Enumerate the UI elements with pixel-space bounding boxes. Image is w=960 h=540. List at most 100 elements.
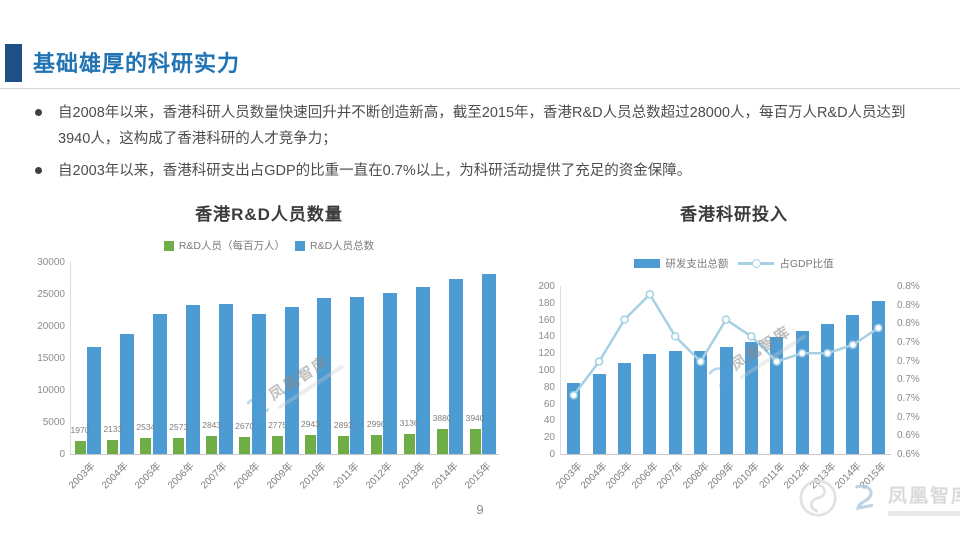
secondary-y-axis-tick-label: 0.8% <box>897 299 920 311</box>
line-marker-icon <box>569 390 578 400</box>
data-label: 2775 <box>268 420 287 431</box>
legend-label: 占GDP比值 <box>779 258 834 270</box>
line-marker-icon <box>645 290 655 299</box>
chart-title: 香港R&D人员数量 <box>195 205 343 224</box>
bar-rd-expenditure <box>795 330 809 454</box>
bar-rd-expenditure <box>871 301 885 454</box>
bar-rd-total <box>416 286 431 454</box>
bar-rd-per-million <box>403 433 415 454</box>
line-marker-icon <box>874 323 883 333</box>
data-label: 2843 <box>202 419 222 430</box>
line-marker-icon <box>594 357 604 366</box>
chart-rd-personnel: 香港R&D人员数量 R&D人员（每百万人） R&D人员总数 0 5000 10000… <box>28 192 510 504</box>
bar-rd-expenditure <box>617 363 631 454</box>
secondary-y-axis-tick-label: 0.6% <box>897 430 920 442</box>
bar-rd-expenditure <box>592 374 606 454</box>
y-axis-tick-label: 20 <box>543 432 555 444</box>
bar-rd-expenditure <box>719 347 733 454</box>
data-label: 3940 <box>465 412 485 423</box>
chart-legend: 研发支出总额 占GDP比值 <box>518 256 950 271</box>
y-axis-tick-label: 20000 <box>37 321 65 332</box>
bar-rd-expenditure <box>846 315 860 454</box>
y-axis-tick-label: 0 <box>549 449 555 460</box>
bar-rd-per-million <box>107 440 119 454</box>
bar-rd-total <box>449 279 464 454</box>
bar-rd-expenditure <box>821 323 835 454</box>
legend-swatch-green-icon <box>163 240 174 251</box>
legend-label: R&D人员总数 <box>310 240 375 252</box>
legend-item: 占GDP比值 <box>738 256 834 271</box>
y-axis-tick-label: 40 <box>543 415 555 427</box>
bar-rd-per-million <box>173 437 185 454</box>
data-label: 2133 <box>103 424 123 435</box>
line-marker-icon <box>797 348 807 358</box>
data-label: 3136 <box>399 417 419 428</box>
plot-area: 0 20 40 60 80 100 120 140 160 180 200 0.6% 0.6% 0.7% 0… <box>538 281 919 491</box>
bullet-list: 自2008年以来，香港科研人员数量快速回升并不断创造新高，截至2015年，香港R… <box>30 100 935 190</box>
line-marker-icon <box>620 315 629 324</box>
y-axis-tick-label: 10000 <box>37 385 65 396</box>
plot-area: 0 5000 10000 15000 20000 25000 30000 1970 2003年 2… <box>37 257 499 491</box>
bar-rd-total <box>383 292 398 454</box>
legend-swatch-blue-icon <box>295 240 305 251</box>
bar-rd-total <box>350 297 365 454</box>
title-accent-bar <box>5 44 22 82</box>
y-axis-tick-label: 60 <box>543 398 555 410</box>
bar-rd-total <box>317 297 332 454</box>
y-axis-tick-label: 80 <box>543 381 555 393</box>
bullet-text: 自2008年以来，香港科研人员数量快速回升并不断创造新高，截至2015年，香港R… <box>58 105 906 148</box>
bar-rd-total <box>119 333 134 454</box>
data-label: 2893 <box>333 419 353 430</box>
line-marker-icon <box>670 332 680 341</box>
bar-rd-per-million <box>206 435 218 454</box>
data-label: 2573 <box>169 421 189 432</box>
bar-rd-total <box>284 306 299 454</box>
chart-legend: R&D人员（每百万人） R&D人员总数 <box>28 238 510 253</box>
bar-rd-expenditure <box>668 350 682 454</box>
bar-rd-per-million <box>469 428 481 454</box>
legend-swatch-line-icon <box>738 258 775 268</box>
gdp-ratio-line <box>569 290 883 400</box>
bar-rd-per-million <box>370 434 382 454</box>
bar-rd-per-million <box>337 435 349 454</box>
y-axis-tick-label: 100 <box>538 365 555 376</box>
bar-rd-total <box>185 304 200 454</box>
bar-rd-expenditure <box>770 337 784 454</box>
legend-swatch-bar-icon <box>634 259 661 268</box>
bar-rd-per-million <box>74 441 86 454</box>
y-axis-tick-label: 180 <box>538 297 555 309</box>
secondary-y-axis-tick-label: 0.8% <box>897 281 920 292</box>
y-axis-tick-label: 15000 <box>37 353 65 364</box>
legend-item: R&D人员（每百万人） <box>163 238 285 253</box>
secondary-y-axis-tick-label: 0.7% <box>897 411 920 423</box>
bar-rd-total <box>251 313 266 454</box>
data-label: 2943 <box>300 419 320 430</box>
data-label: 2534 <box>136 421 156 432</box>
bar-rd-per-million <box>140 437 152 454</box>
legend-item: R&D人员总数 <box>295 238 374 253</box>
bullet-item: 自2003年以来，香港科研支出占GDP的比重一直在0.7%以上，为科研活动提供了… <box>30 158 935 184</box>
legend-label: 研发支出总额 <box>665 258 729 270</box>
page-title: 基础雄厚的科研实力 <box>33 51 241 76</box>
bar-rd-expenditure <box>694 350 708 454</box>
bar-rd-per-million <box>436 429 448 454</box>
secondary-y-axis-tick-label: 0.7% <box>897 374 920 386</box>
y-axis-tick-label: 200 <box>538 281 555 292</box>
legend-label: R&D人员（每百万人） <box>178 240 285 252</box>
secondary-y-axis-tick-label: 0.6% <box>897 449 920 460</box>
bullet-icon <box>35 109 42 116</box>
line-marker-icon <box>747 332 756 341</box>
bar-rd-expenditure <box>744 342 758 454</box>
bullet-icon <box>35 167 42 175</box>
line-marker-icon <box>848 340 858 350</box>
bar-rd-total <box>218 303 233 454</box>
legend-item: 研发支出总额 <box>634 256 728 271</box>
data-label: 3880 <box>432 413 452 424</box>
data-label: 2990 <box>366 418 386 429</box>
y-axis-tick-label: 25000 <box>37 289 65 300</box>
bullet-item: 自2008年以来，香港科研人员数量快速回升并不断创造新高，截至2015年，香港R… <box>30 100 935 152</box>
bullet-text: 自2003年以来，香港科研支出占GDP的比重一直在0.7%以上，为科研活动提供了… <box>58 163 692 180</box>
secondary-y-axis-tick-label: 0.7% <box>897 355 920 367</box>
bar-rd-total <box>482 274 497 454</box>
